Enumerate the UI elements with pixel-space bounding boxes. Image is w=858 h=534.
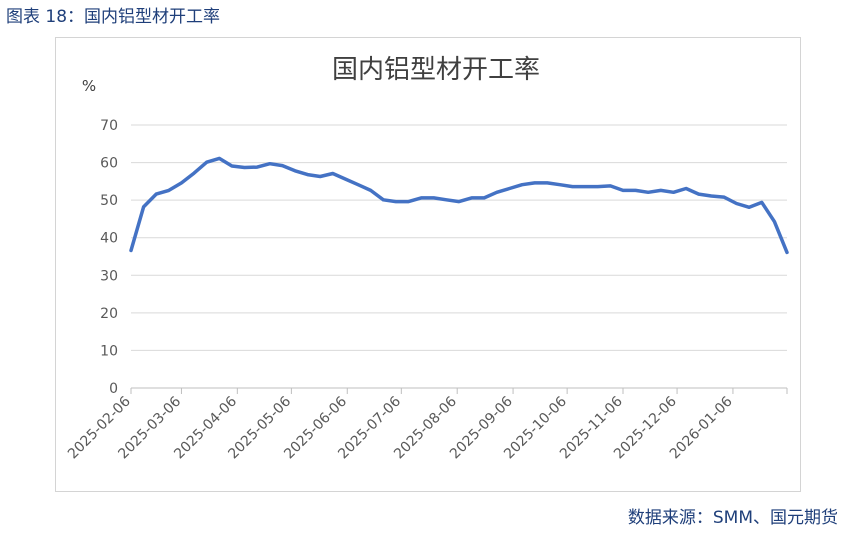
chart-title: 国内铝型材开工率: [332, 55, 540, 85]
data-source-note: 数据来源：SMM、国元期货: [627, 508, 838, 528]
y-tick-label: 50: [100, 193, 118, 209]
y-tick-label: 20: [100, 306, 118, 322]
y-tick-label: 10: [100, 343, 118, 359]
y-axis-unit-label: %: [82, 77, 96, 95]
series-line: [129, 156, 789, 255]
y-tick-label: 0: [109, 381, 118, 397]
y-tick-label: 60: [100, 156, 118, 172]
chart-frame: [55, 37, 801, 492]
y-tick-label: 70: [100, 118, 118, 134]
figure-caption: 图表 18：国内铝型材开工率: [6, 7, 221, 27]
y-tick-label: 30: [100, 268, 118, 284]
y-tick-label: 40: [100, 231, 118, 247]
